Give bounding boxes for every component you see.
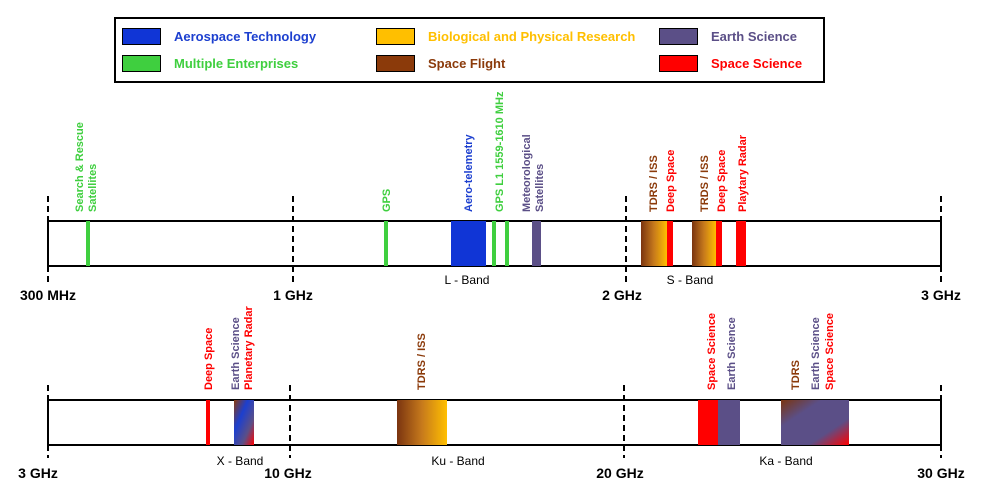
legend-item-multiple: Multiple Enterprises <box>122 55 298 72</box>
allocation-tdrs-iss <box>641 221 667 266</box>
label-deep-space: Deep Space <box>716 150 728 212</box>
label-tdrs-iss: TDRS / ISS <box>416 333 428 390</box>
label-planetary-radar: Playtary Radar <box>737 134 749 212</box>
band-label-ka: Ka - Band <box>759 454 812 468</box>
allocation-trds-iss <box>692 221 716 266</box>
tick-label: 2 GHz <box>602 287 642 303</box>
legend-label: Space Flight <box>428 56 506 71</box>
legend-swatch <box>122 28 161 45</box>
allocation-search-rescue <box>86 221 90 266</box>
tick-label: 30 GHz <box>917 465 964 481</box>
tick-label: 1 GHz <box>273 287 313 303</box>
band-label-l: L - Band <box>445 273 490 287</box>
allocation-earth-science <box>718 400 740 445</box>
label-meteorological: MeteorologicalSatellites <box>521 134 546 212</box>
label-gps: GPS <box>381 189 393 212</box>
tick-label: 3 GHz <box>18 465 58 481</box>
label-deep-space: Deep Space <box>665 150 677 212</box>
legend-item-space-science: Space Science <box>659 55 802 72</box>
legend-swatch <box>659 28 698 45</box>
label-space-science: Space Science <box>824 313 836 390</box>
label-trds-iss: TRDS / ISS <box>699 155 711 212</box>
legend-label: Aerospace Technology <box>174 29 317 44</box>
allocation-planetary-radar <box>736 221 746 266</box>
allocation-aero-telemetry <box>451 221 486 266</box>
allocation-deep-space <box>667 221 673 266</box>
allocation-gps-l1 <box>492 221 496 266</box>
band-label-s: S - Band <box>667 273 714 287</box>
legend-swatch <box>376 55 415 72</box>
allocation-ka-mixed <box>781 400 849 445</box>
band-label-ku: Ku - Band <box>431 454 484 468</box>
legend-item-space-flight: Space Flight <box>376 55 505 72</box>
legend-label: Space Science <box>711 56 803 71</box>
allocation-meteorological <box>532 221 541 266</box>
allocation-gps <box>384 221 388 266</box>
label-search-rescue: Search & RescueSatellites <box>74 122 99 212</box>
legend-item-earth-science: Earth Science <box>659 28 797 45</box>
allocation-gps-l1 <box>505 221 509 266</box>
label-earth-science: Earth Science <box>230 317 242 390</box>
allocation-deep-space <box>206 400 210 445</box>
legend-swatch <box>659 55 698 72</box>
legend-item-aerospace: Aerospace Technology <box>122 28 316 45</box>
legend-swatch <box>376 28 415 45</box>
legend-item-biological: Biological and Physical Research <box>376 28 635 45</box>
label-gps-l1: GPS L1 1559-1610 MHz <box>494 91 506 212</box>
tick-label: 10 GHz <box>264 465 311 481</box>
legend-label: Earth Science <box>711 29 797 44</box>
legend-label: Multiple Enterprises <box>174 56 299 71</box>
allocation-x-band-mixed <box>234 400 254 445</box>
label-aero-telemetry: Aero-telemetry <box>463 133 475 212</box>
label-tdrs: TDRS <box>790 360 802 390</box>
label-planetary-radar: Planetary Radar <box>243 306 255 390</box>
label-earth-science: Earth Science <box>726 317 738 390</box>
label-tdrs-iss: TDRS / ISS <box>648 155 660 212</box>
allocation-deep-space <box>716 221 722 266</box>
legend-swatch <box>122 55 161 72</box>
tick-label: 3 GHz <box>921 287 961 303</box>
band-label-x: X - Band <box>217 454 264 468</box>
label-earth-science: Earth Science <box>810 317 822 390</box>
label-space-science: Space Science <box>706 313 718 390</box>
tick-label: 300 MHz <box>20 287 76 303</box>
label-deep-space: Deep Space <box>203 328 215 390</box>
tick-label: 20 GHz <box>596 465 643 481</box>
allocation-tdrs-iss <box>397 400 447 445</box>
allocation-space-science <box>698 400 718 445</box>
legend-label: Biological and Physical Research <box>428 29 636 44</box>
legend: Aerospace Technology Biological and Phys… <box>114 17 825 83</box>
